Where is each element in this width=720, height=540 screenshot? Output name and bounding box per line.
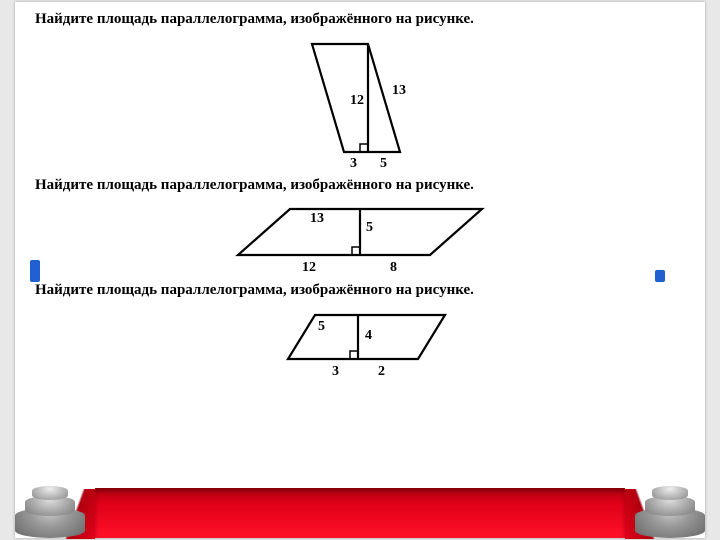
height-label: 12: [350, 93, 364, 108]
problem-3-figure: 5 4 3 2: [35, 305, 685, 382]
problem-1-figure: 12 13 3 5: [35, 34, 685, 174]
parallelogram-2: 13 5 12 8: [220, 199, 500, 274]
pillar-left: [15, 482, 85, 538]
height-label: 4: [365, 328, 372, 343]
problem-2-text: Найдите площадь параллелограмма, изображ…: [35, 176, 685, 196]
accent-dot: [655, 270, 665, 282]
problem-1-text: Найдите площадь параллелограмма, изображ…: [35, 10, 685, 30]
base-right-label: 8: [390, 260, 397, 274]
pillar-right: [635, 482, 705, 538]
base-left-label: 3: [332, 364, 339, 377]
parallelogram-1: 12 13 3 5: [270, 34, 450, 169]
content-area: Найдите площадь параллелограмма, изображ…: [15, 2, 705, 382]
accent-dot: [30, 260, 40, 282]
base-left-label: 12: [302, 260, 316, 274]
height-label: 5: [366, 220, 373, 235]
side-label: 13: [310, 211, 324, 226]
base-left-label: 3: [350, 156, 357, 169]
red-carpet: [95, 488, 625, 538]
base-right-label: 5: [380, 156, 387, 169]
slide: Найдите площадь параллелограмма, изображ…: [15, 2, 705, 538]
parallelogram-3: 5 4 3 2: [260, 305, 460, 377]
slide-footer: [15, 482, 705, 538]
problem-2-figure: 13 5 12 8: [35, 199, 685, 279]
problem-3-text: Найдите площадь параллелограмма, изображ…: [35, 281, 685, 301]
side-label: 5: [318, 319, 325, 334]
base-right-label: 2: [378, 364, 385, 377]
side-label: 13: [392, 83, 406, 98]
